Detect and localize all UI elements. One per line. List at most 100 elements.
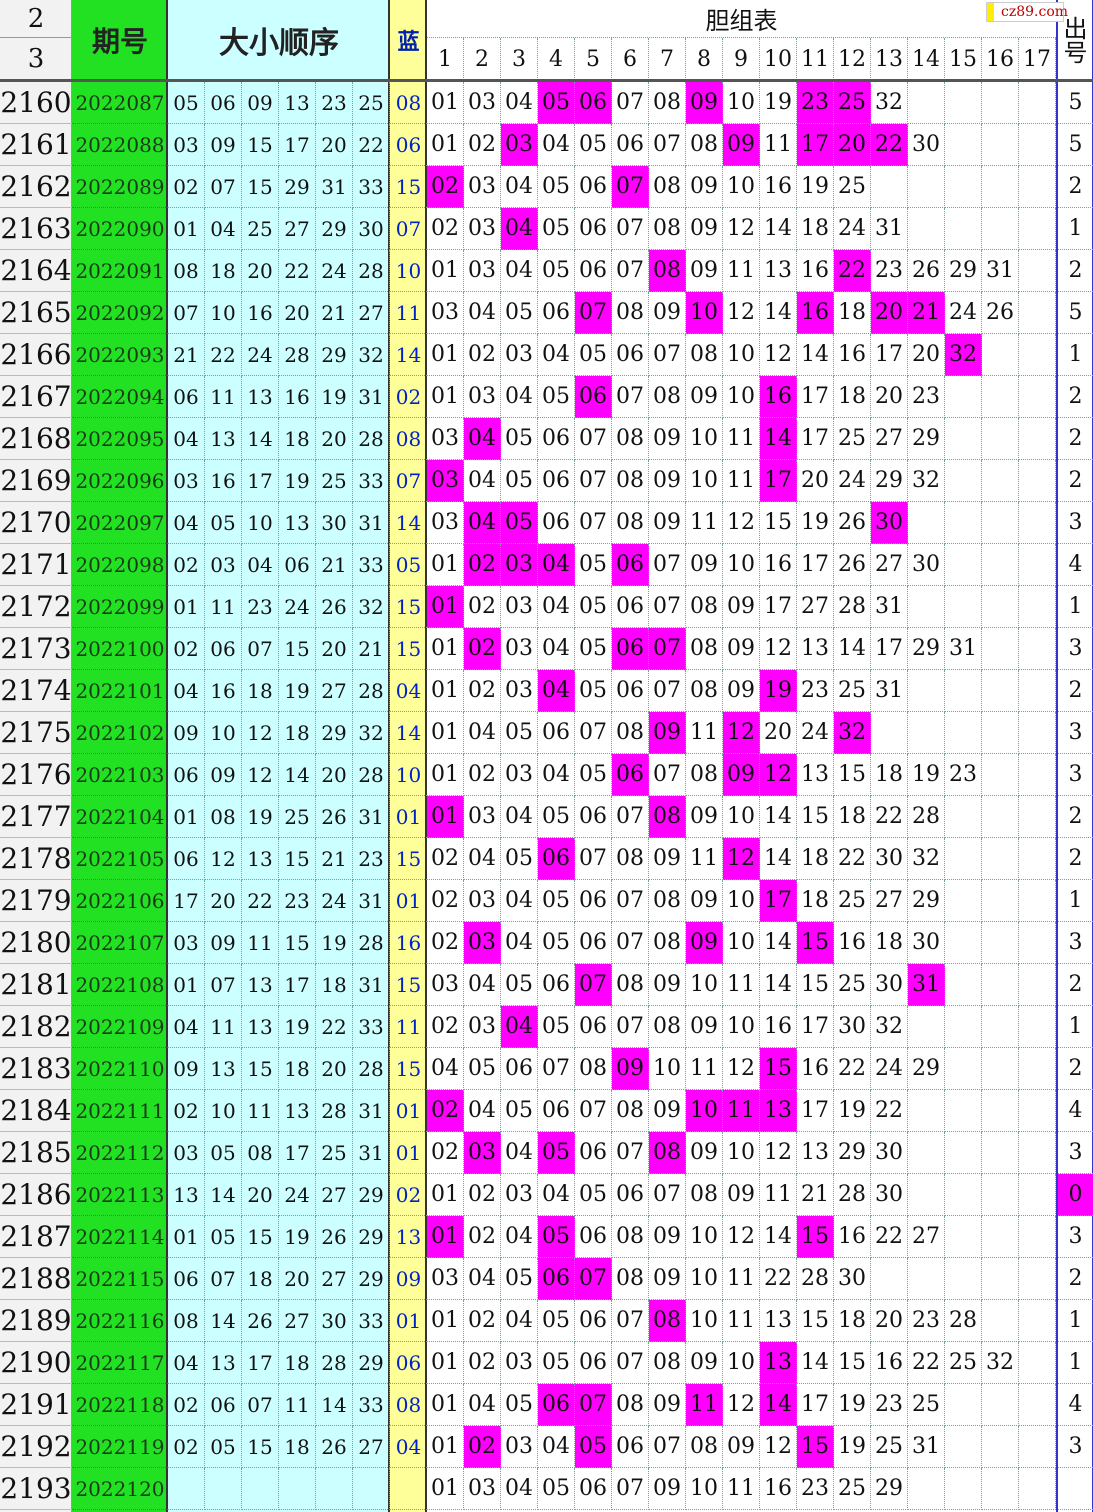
group-number: 13 xyxy=(760,1342,797,1384)
group-number xyxy=(982,1090,1019,1132)
group-number xyxy=(982,124,1019,166)
red-number: 17 xyxy=(242,460,279,502)
red-number: 29 xyxy=(353,1216,390,1258)
group-number: 08 xyxy=(612,460,649,502)
group-number xyxy=(945,1090,982,1132)
group-number: 19 xyxy=(760,82,797,124)
group-number: 19 xyxy=(908,754,945,796)
group-number: 24 xyxy=(797,712,834,754)
group-number: 06 xyxy=(538,712,575,754)
group-number: 08 xyxy=(649,376,686,418)
group-col-number: 2 xyxy=(464,38,501,80)
red-number xyxy=(168,1468,205,1510)
group-number: 23 xyxy=(797,82,834,124)
red-number: 18 xyxy=(279,712,316,754)
group-number: 10 xyxy=(686,1090,723,1132)
group-number: 12 xyxy=(723,1216,760,1258)
period: 2022105 xyxy=(72,838,168,880)
red-number: 27 xyxy=(353,292,390,334)
red-number: 33 xyxy=(353,1006,390,1048)
red-number: 33 xyxy=(353,460,390,502)
group-number: 05 xyxy=(538,82,575,124)
group-number: 09 xyxy=(723,586,760,628)
group-number: 05 xyxy=(501,964,538,1006)
group-number: 31 xyxy=(908,1426,945,1468)
blue-number: 07 xyxy=(390,208,427,250)
group-number: 08 xyxy=(686,670,723,712)
group-number: 01 xyxy=(427,754,464,796)
group-number: 18 xyxy=(871,754,908,796)
group-number: 07 xyxy=(612,376,649,418)
group-number: 01 xyxy=(427,1300,464,1342)
red-number: 10 xyxy=(242,502,279,544)
red-number: 28 xyxy=(353,250,390,292)
period: 2022098 xyxy=(72,544,168,586)
group-number: 10 xyxy=(723,82,760,124)
group-number: 12 xyxy=(723,838,760,880)
group-number: 04 xyxy=(501,1006,538,1048)
red-number: 06 xyxy=(168,838,205,880)
red-number: 18 xyxy=(316,964,353,1006)
hit-count: 1 xyxy=(1058,880,1093,922)
group-number: 04 xyxy=(538,1174,575,1216)
blue-number: 14 xyxy=(390,712,427,754)
hit-count: 3 xyxy=(1058,754,1093,796)
group-number xyxy=(908,208,945,250)
group-number xyxy=(945,838,982,880)
group-number: 07 xyxy=(612,880,649,922)
hit-count: 2 xyxy=(1058,376,1093,418)
group-number: 23 xyxy=(797,670,834,712)
group-number: 13 xyxy=(797,754,834,796)
group-number: 04 xyxy=(538,334,575,376)
row-number: 2165 xyxy=(0,292,72,334)
group-number: 03 xyxy=(464,796,501,838)
corner-top: 2 xyxy=(0,0,72,38)
group-number xyxy=(982,1300,1019,1342)
group-number: 09 xyxy=(649,1258,686,1300)
group-number: 07 xyxy=(612,1300,649,1342)
red-number: 04 xyxy=(168,1342,205,1384)
red-number: 06 xyxy=(205,1384,242,1426)
red-number: 31 xyxy=(353,796,390,838)
red-number: 05 xyxy=(205,502,242,544)
group-number: 32 xyxy=(871,82,908,124)
group-number: 31 xyxy=(945,628,982,670)
group-number: 08 xyxy=(686,1174,723,1216)
group-number: 07 xyxy=(612,166,649,208)
group-number: 03 xyxy=(501,670,538,712)
group-number: 03 xyxy=(427,418,464,460)
red-number: 03 xyxy=(205,544,242,586)
group-number: 03 xyxy=(501,124,538,166)
group-number: 06 xyxy=(538,292,575,334)
red-number: 07 xyxy=(205,166,242,208)
group-number: 08 xyxy=(612,1258,649,1300)
group-number: 16 xyxy=(760,1006,797,1048)
blue-number: 01 xyxy=(390,1132,427,1174)
group-number xyxy=(1019,1048,1056,1090)
red-number: 33 xyxy=(353,1384,390,1426)
group-number: 22 xyxy=(871,1090,908,1132)
row-number: 2191 xyxy=(0,1384,72,1426)
row-number: 2175 xyxy=(0,712,72,754)
group-number: 09 xyxy=(686,1132,723,1174)
hit-count: 3 xyxy=(1058,712,1093,754)
group-number: 12 xyxy=(723,208,760,250)
group-number xyxy=(871,1258,908,1300)
red-number: 30 xyxy=(316,502,353,544)
red-number: 22 xyxy=(242,880,279,922)
group-number xyxy=(982,1426,1019,1468)
group-number xyxy=(1019,1132,1056,1174)
group-number: 32 xyxy=(945,334,982,376)
group-number: 01 xyxy=(427,712,464,754)
group-number: 05 xyxy=(538,1342,575,1384)
group-number: 30 xyxy=(871,838,908,880)
group-number: 18 xyxy=(834,376,871,418)
group-number: 05 xyxy=(538,250,575,292)
group-number: 10 xyxy=(686,964,723,1006)
group-number: 04 xyxy=(464,418,501,460)
group-number: 03 xyxy=(464,250,501,292)
group-number: 10 xyxy=(723,922,760,964)
red-number: 11 xyxy=(205,1006,242,1048)
group-number: 18 xyxy=(797,838,834,880)
red-number: 29 xyxy=(279,166,316,208)
